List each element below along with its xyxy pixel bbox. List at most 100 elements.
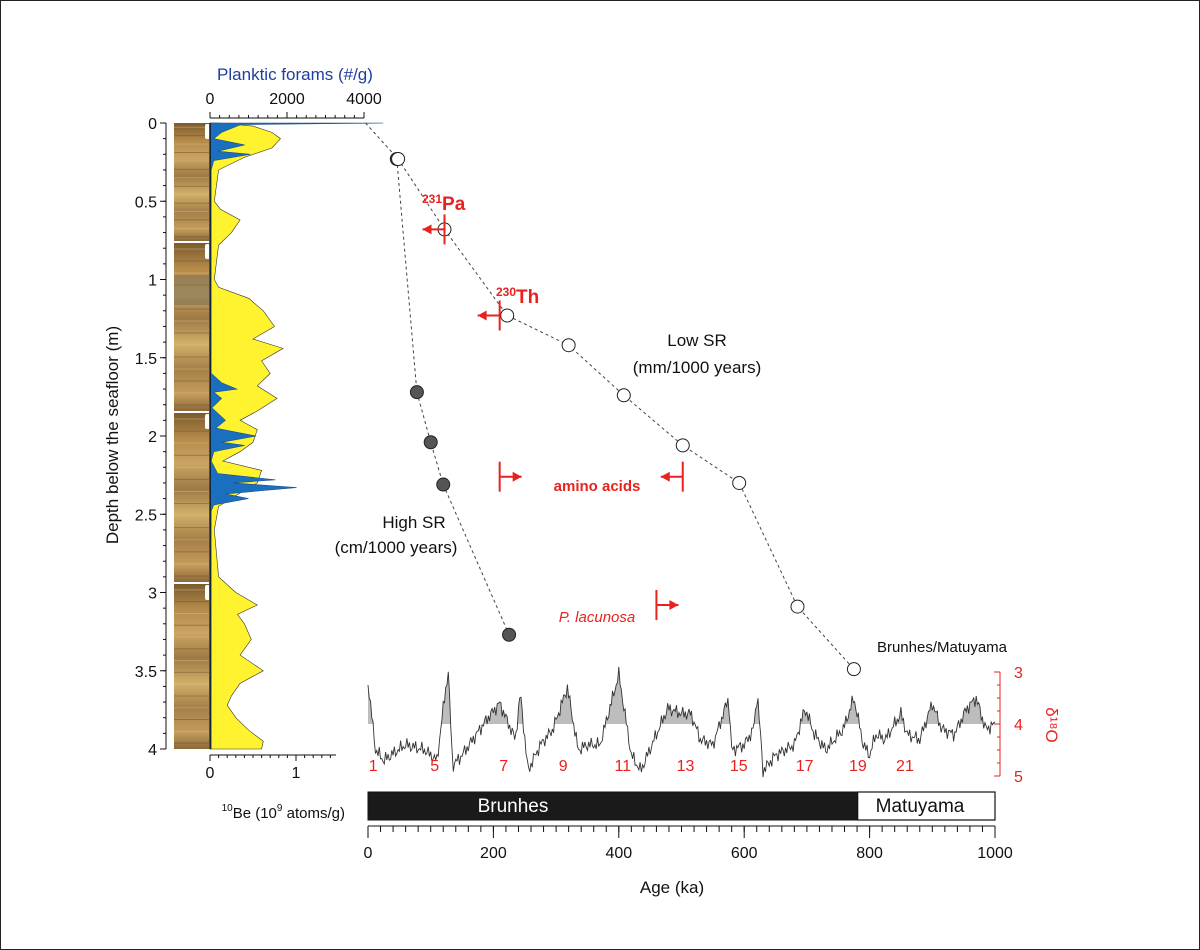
be10-axis-title-isotope: 10 [222, 803, 234, 814]
th230-constraint-head [477, 310, 487, 321]
low-sr-point-8 [790, 599, 805, 614]
depth-tick-label: 1.5 [135, 351, 157, 368]
be10-axis-title-end: atoms/g) [282, 805, 345, 822]
age-tick-label: 0 [364, 845, 373, 862]
d18o-tick-label: 3 [1014, 665, 1023, 682]
pa231-constraint-head [422, 224, 432, 235]
mis-stage-17: 17 [796, 758, 814, 775]
th230-label: 230Th [496, 285, 539, 308]
forams-tick-label: 0 [206, 91, 215, 108]
mis-stage-5: 5 [430, 758, 439, 775]
low-sr-point-4 [561, 338, 576, 353]
series-line-0 [396, 158, 510, 636]
age-tick-label: 200 [480, 845, 507, 862]
age-tick-label: 1000 [977, 845, 1013, 862]
be10-axis-title-exp: 9 [277, 803, 283, 814]
polarity-brunhes-block [367, 791, 859, 821]
polarity-label-matuyama: Matuyama [876, 796, 965, 817]
low-sr-point-1 [391, 151, 406, 166]
core-section-2 [174, 243, 209, 411]
age-tick-label: 600 [731, 845, 758, 862]
mis-stage-1: 1 [369, 758, 378, 775]
low-sr-point-6 [675, 438, 690, 453]
be10-tick-label: 1 [292, 765, 301, 782]
core-section-3 [174, 413, 209, 582]
amino-acids-min-head [512, 471, 522, 482]
th230-label-element: Th [516, 287, 539, 308]
forams-axis: 0 2000 4000 [206, 91, 382, 119]
core-dark-layer [174, 275, 209, 305]
core-section-4 [174, 584, 209, 749]
forams-profile-area [209, 122, 384, 750]
age-constraints [422, 214, 684, 621]
depth-tick-label: 3.5 [135, 664, 157, 681]
low-sr-point-7 [732, 475, 747, 490]
high-sr-label: High SR [382, 513, 445, 532]
series-line-1 [365, 122, 855, 670]
be10-axis-title-main: Be (10 [233, 805, 277, 822]
core-section-gap [205, 585, 210, 600]
low-sr-point-3 [500, 308, 515, 323]
core-profiles [209, 122, 384, 750]
depth-tick-label: 1 [148, 273, 157, 290]
depth-tick-label: 3 [148, 586, 157, 603]
high-sr-point-4 [502, 627, 517, 642]
mis-stage-7: 7 [499, 758, 508, 775]
depth-axis: 0 0.5 1 1.5 2 2.5 3 3.5 4 [135, 116, 167, 759]
mis-stage-21: 21 [896, 758, 914, 775]
depth-axis-title: Depth below the seafloor (m) [103, 326, 122, 544]
forams-tick-label: 4000 [346, 91, 382, 108]
d18o-curve [367, 666, 996, 778]
be10-tick-label: 0 [206, 765, 215, 782]
core-section-gap [205, 124, 210, 139]
high-sr-point-1 [409, 385, 424, 400]
brunhes-matuyama-label: Brunhes/Matuyama [877, 639, 1008, 656]
d18o-tick-label: 4 [1014, 717, 1023, 734]
core-section-gap [205, 414, 210, 429]
low-sr-sublabel: (mm/1000 years) [633, 358, 761, 377]
pa231-label-element: Pa [442, 194, 466, 215]
depth-tick-label: 4 [148, 742, 157, 759]
low-sr-point-9 [846, 662, 861, 677]
high-sr-point-3 [436, 477, 451, 492]
p-lacunosa-label: P. lacunosa [559, 609, 635, 626]
amino-acids-max-head [660, 471, 670, 482]
age-axis-title: Age (ka) [640, 878, 704, 897]
th230-label-mass: 230 [496, 285, 516, 299]
high-sr-sublabel: (cm/1000 years) [335, 538, 458, 557]
mis-stage-19: 19 [849, 758, 867, 775]
core-section-gap [205, 244, 210, 259]
age-tick-label: 400 [605, 845, 632, 862]
pa231-label-mass: 231 [422, 192, 442, 206]
depth-tick-label: 0.5 [135, 194, 157, 211]
d18o-glacial-shading [368, 666, 995, 724]
forams-tick-label: 2000 [269, 91, 305, 108]
core-photo-strip [174, 123, 210, 749]
mis-stage-15: 15 [730, 758, 748, 775]
polarity-label-brunhes: Brunhes [478, 796, 549, 817]
low-sr-label: Low SR [667, 331, 727, 350]
amino-acids-label: amino acids [554, 478, 641, 495]
pa231-label: 231Pa [422, 192, 466, 215]
core-section-1 [174, 123, 209, 241]
age-axis: 0 200 400 600 800 1000 [364, 825, 1013, 862]
depth-tick-label: 2.5 [135, 507, 157, 524]
depth-tick-label: 0 [148, 116, 157, 133]
high-sr-point-2 [423, 435, 438, 450]
age-tick-label: 800 [856, 845, 883, 862]
polarity-matuyama-block [857, 791, 996, 821]
forams-axis-title: Planktic forams (#/g) [217, 65, 373, 84]
d18o-tick-label: 5 [1014, 769, 1023, 786]
d18o-axis-title: δ¹⁸O [1042, 707, 1061, 743]
mis-stage-11: 11 [614, 758, 631, 775]
p-lacunosa-constraint-head [669, 600, 679, 611]
polarity-bar [367, 791, 996, 821]
be10-axis-title: 10Be (109 atoms/g) [222, 803, 345, 822]
mis-stage-9: 9 [559, 758, 568, 775]
depth-tick-label: 2 [148, 429, 157, 446]
low-sr-point-5 [616, 388, 631, 403]
mis-stage-13: 13 [677, 758, 695, 775]
